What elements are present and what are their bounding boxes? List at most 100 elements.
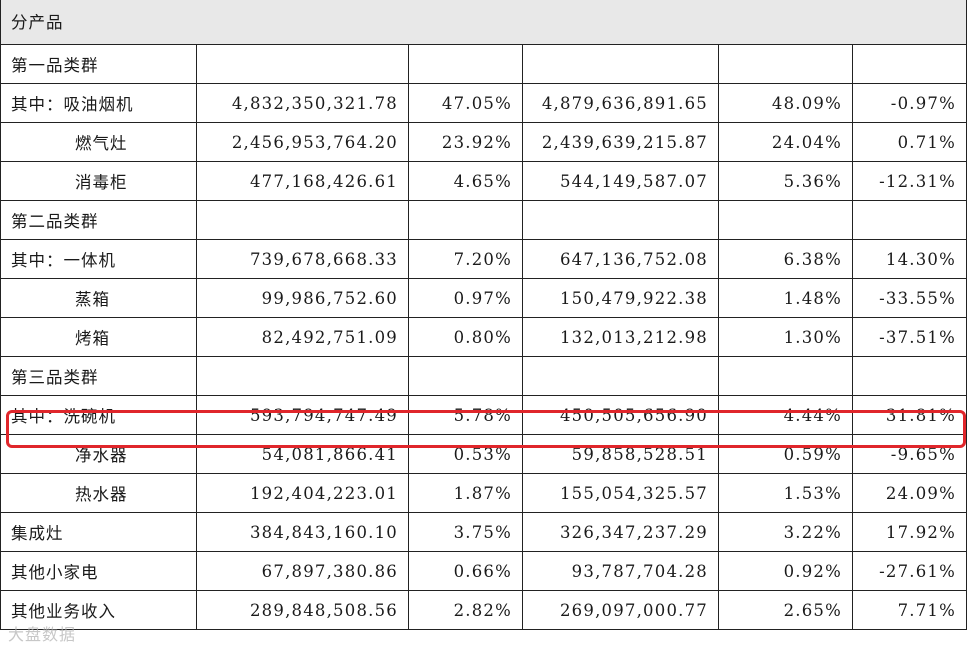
table-cell xyxy=(852,356,967,396)
watermark: 大盘数据 xyxy=(8,625,77,644)
table-row: 其中：吸油烟机 4,832,350,321.78 47.05% 4,879,636,8… xyxy=(0,83,967,123)
table-cell: -27.61% xyxy=(852,551,967,591)
table-cell: 17.92% xyxy=(852,512,967,552)
table-cell: 14.30% xyxy=(852,239,967,279)
table-row: 热水器 192,404,223.01 1.87% 155,054,325.57 1.53… xyxy=(0,473,967,513)
table-cell: 0.53% xyxy=(408,434,523,474)
table-cell: 155,054,325.57 xyxy=(522,473,719,513)
table-cell: 0.92% xyxy=(718,551,853,591)
table-cell: 4.65% xyxy=(408,161,523,201)
table-row: 消毒柜 477,168,426.61 4.65% 544,149,587.07 5.36… xyxy=(0,161,967,201)
table-row: 其他业务收入 289,848,508.56 2.82% 269,097,000.77 2… xyxy=(0,590,967,630)
table-cell: 7.71% xyxy=(852,590,967,630)
table-cell xyxy=(196,200,409,240)
table-cell: 2.82% xyxy=(408,590,523,630)
row-label: 烤箱 xyxy=(0,317,197,357)
row-label: 第一品类群 xyxy=(0,44,197,84)
table-cell: 24.09% xyxy=(852,473,967,513)
table-cell: 0.71% xyxy=(852,122,967,162)
table-row: 净水器 54,081,866.41 0.53% 59,858,528.51 0.59% -… xyxy=(0,434,967,474)
table-row: 蒸箱 99,986,752.60 0.97% 150,479,922.38 1.48% -… xyxy=(0,278,967,318)
table-cell: 0.66% xyxy=(408,551,523,591)
table-row: 第二品类群 xyxy=(0,200,967,240)
table-cell: 1.48% xyxy=(718,278,853,318)
table-cell: 82,492,751.09 xyxy=(196,317,409,357)
table-cell: 647,136,752.08 xyxy=(522,239,719,279)
table-cell: 23.92% xyxy=(408,122,523,162)
table-cell: -9.65% xyxy=(852,434,967,474)
row-label: 第三品类群 xyxy=(0,356,197,396)
row-label: 消毒柜 xyxy=(0,161,197,201)
table-cell: -37.51% xyxy=(852,317,967,357)
table-cell: 192,404,223.01 xyxy=(196,473,409,513)
table-cell xyxy=(408,356,523,396)
table-row: 第一品类群 xyxy=(0,44,967,84)
table-cell: 0.80% xyxy=(408,317,523,357)
row-label: 净水器 xyxy=(0,434,197,474)
row-label: 蒸箱 xyxy=(0,278,197,318)
table-cell: 1.30% xyxy=(718,317,853,357)
table-cell: 54,081,866.41 xyxy=(196,434,409,474)
table-cell xyxy=(408,44,523,84)
table-cell xyxy=(718,356,853,396)
table-cell: 24.04% xyxy=(718,122,853,162)
table-row: 集成灶 384,843,160.10 3.75% 326,347,237.29 3.22… xyxy=(0,512,967,552)
table-cell: 48.09% xyxy=(718,83,853,123)
table-cell: 593,794,747.49 xyxy=(196,395,409,435)
row-label: 其中：吸油烟机 xyxy=(0,83,197,123)
table-cell xyxy=(718,200,853,240)
table-cell: 132,013,212.98 xyxy=(522,317,719,357)
table-cell: -12.31% xyxy=(852,161,967,201)
table-cell: 5.36% xyxy=(718,161,853,201)
table-cell: 59,858,528.51 xyxy=(522,434,719,474)
table-cell xyxy=(408,200,523,240)
table-cell: 0.97% xyxy=(408,278,523,318)
row-label: 其中：一体机 xyxy=(0,239,197,279)
table-cell: 4,832,350,321.78 xyxy=(196,83,409,123)
table-cell: 2,439,639,215.87 xyxy=(522,122,719,162)
table-cell: 326,347,237.29 xyxy=(522,512,719,552)
table-cell: 99,986,752.60 xyxy=(196,278,409,318)
table-row: 第三品类群 xyxy=(0,356,967,396)
section-title: 分产品 xyxy=(0,0,967,45)
table-cell: 3.75% xyxy=(408,512,523,552)
row-label: 热水器 xyxy=(0,473,197,513)
table-cell: 7.20% xyxy=(408,239,523,279)
table-cell xyxy=(196,356,409,396)
table-cell: 4.44% xyxy=(718,395,853,435)
table-cell: 450,505,656.90 xyxy=(522,395,719,435)
table-row: 其中：洗碗机 593,794,747.49 5.78% 450,505,656.90 4… xyxy=(0,395,967,435)
table-cell: 477,168,426.61 xyxy=(196,161,409,201)
table-cell: 6.38% xyxy=(718,239,853,279)
table-cell xyxy=(522,356,719,396)
table-row: 燃气灶 2,456,953,764.20 23.92% 2,439,639,215.8… xyxy=(0,122,967,162)
table-cell: 67,897,380.86 xyxy=(196,551,409,591)
table-cell: 3.22% xyxy=(718,512,853,552)
table-cell: 0.59% xyxy=(718,434,853,474)
table-cell: 739,678,668.33 xyxy=(196,239,409,279)
table-cell: 4,879,636,891.65 xyxy=(522,83,719,123)
row-label: 燃气灶 xyxy=(0,122,197,162)
table-cell: 544,149,587.07 xyxy=(522,161,719,201)
table-cell: 2,456,953,764.20 xyxy=(196,122,409,162)
row-label: 其中：洗碗机 xyxy=(0,395,197,435)
table-cell: 93,787,704.28 xyxy=(522,551,719,591)
table-row: 其他小家电 67,897,380.86 0.66% 93,787,704.28 0.92… xyxy=(0,551,967,591)
table-cell: 269,097,000.77 xyxy=(522,590,719,630)
table-cell: 150,479,922.38 xyxy=(522,278,719,318)
row-label: 其他业务收入 xyxy=(0,590,197,630)
table-cell xyxy=(522,44,719,84)
table-cell xyxy=(522,200,719,240)
table-cell xyxy=(196,44,409,84)
table-cell: 289,848,508.56 xyxy=(196,590,409,630)
row-label: 第二品类群 xyxy=(0,200,197,240)
table-cell xyxy=(852,44,967,84)
table-cell xyxy=(852,200,967,240)
table-cell: 47.05% xyxy=(408,83,523,123)
table-cell: 1.87% xyxy=(408,473,523,513)
section-header-row: 分产品 xyxy=(0,0,967,45)
row-label: 其他小家电 xyxy=(0,551,197,591)
product-revenue-table: 分产品 第一品类群 其中：吸油烟机 4,832,350,321.78 47.05% 4,… xyxy=(0,0,967,630)
table-cell: -33.55% xyxy=(852,278,967,318)
table-cell: 2.65% xyxy=(718,590,853,630)
